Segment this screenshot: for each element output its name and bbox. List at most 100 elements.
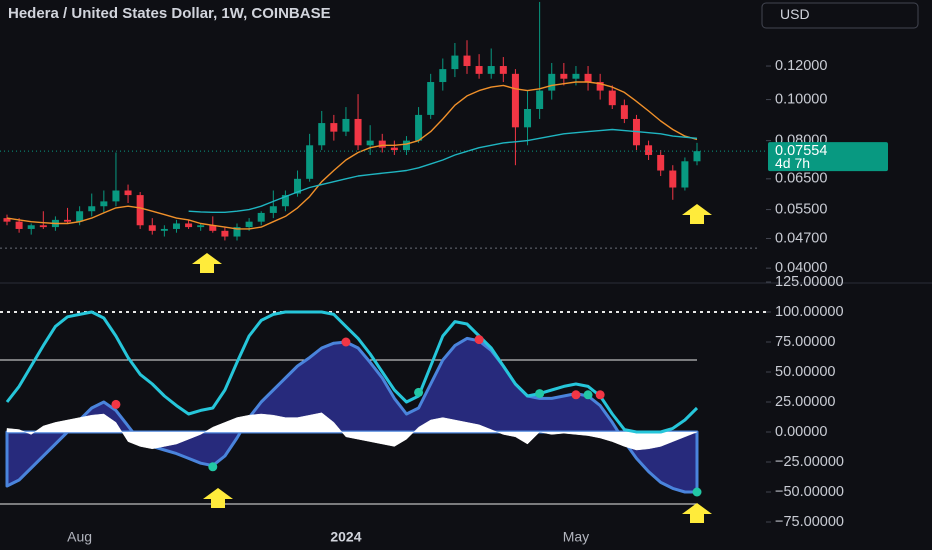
candle-body [306,145,314,179]
candle-body [136,195,144,226]
candle-body [390,147,398,151]
y-tick-label: 75.00000 [775,334,835,350]
y-tick-label: 50.00000 [775,364,835,380]
candle-body [693,151,701,162]
signal-dot [341,337,351,347]
candle-body [27,225,35,229]
candle-body [257,212,265,222]
candle-body [584,73,592,83]
y-tick-label: 0.00000 [775,424,827,440]
candle-body [294,178,302,194]
x-tick-label: Aug [67,529,92,545]
arrow [682,503,712,523]
candle-body [463,55,471,67]
candle-body [608,90,616,106]
candle-body [378,140,386,148]
candle-body [281,195,289,207]
y-tick-label: 0.12000 [775,58,827,74]
candle-body [511,73,519,128]
signal-dot [535,389,545,399]
arrow [682,204,712,224]
signal-dot [571,390,581,400]
candle-body [415,114,423,141]
candle-body [572,73,580,79]
last-price-label: 0.07554 [775,143,827,159]
currency-button[interactable] [761,2,919,29]
candle-body [197,225,205,228]
last-price-box [768,142,888,172]
candle-body [221,230,229,237]
annotation-arrows [192,204,712,523]
candle-body [233,227,241,237]
candle-body [451,55,459,70]
y-tick-label: 0.04700 [775,230,827,246]
candle-body [76,211,84,222]
chart-title: Hedera / United States Dollar, 1W, COINB… [8,5,331,22]
y-tick-label: 25.00000 [775,394,835,410]
y-tick-label: 100.00000 [775,304,844,320]
candle-body [439,69,447,83]
signal-dot [111,399,121,409]
oscillator-line [5,310,699,434]
candle-body [596,82,604,91]
candle-body [657,154,665,171]
candle-body [100,201,108,207]
candle-body [148,225,156,231]
candle-body [620,105,628,119]
y-tick-label: −75.00000 [775,514,844,530]
candle-body [112,190,120,202]
price-pane: 0.040000.047000.055000.065000.080000.100… [0,1,888,276]
candle-body [160,228,168,231]
candle-body [318,123,326,146]
signal-dot [595,390,605,400]
candle-body [645,145,653,155]
candle-body [499,66,507,74]
candle-body [269,206,277,213]
candle-body [342,118,350,132]
y-tick-label: −50.00000 [775,484,844,500]
candle-body [366,140,374,146]
moving-average [6,81,698,230]
candle-body [475,66,483,74]
candle-body [536,90,544,110]
y-tick-label: 0.06500 [775,171,827,187]
moving-average [188,128,698,213]
candle-body [88,206,96,212]
signal-dot [692,487,702,497]
candle-body [548,73,556,91]
candle-body [402,140,410,151]
y-tick-label: 125.00000 [775,274,844,290]
candle-body [15,221,23,229]
candle-body [427,82,435,115]
candle-body [330,123,338,132]
arrow [203,488,233,508]
signal-dot [474,335,484,345]
oscillator-area [5,336,699,494]
candle-body [124,190,132,196]
candle-body [172,223,180,229]
candle-body [185,223,193,228]
candle-body [3,218,11,222]
y-tick-label: 0.05500 [775,201,827,217]
candle-body [64,219,72,222]
signal-dot [583,390,593,400]
candle-body [487,66,495,74]
candle-body [560,73,568,79]
candle-body [681,161,689,188]
signal-dot [414,387,424,397]
countdown-label: 4d 7h [775,155,810,171]
x-tick-label: May [563,529,589,545]
y-tick-label: 0.04000 [775,260,827,276]
y-tick-label: −25.00000 [775,454,844,470]
x-tick-label: 2024 [330,529,361,545]
candle-body [245,221,253,228]
signal-dot [208,462,218,472]
arrow [192,253,222,273]
candle-body [669,170,677,188]
currency-label: USD [780,6,810,22]
candle-body [39,225,47,228]
candle-body [209,225,217,231]
candle-body [524,109,532,128]
